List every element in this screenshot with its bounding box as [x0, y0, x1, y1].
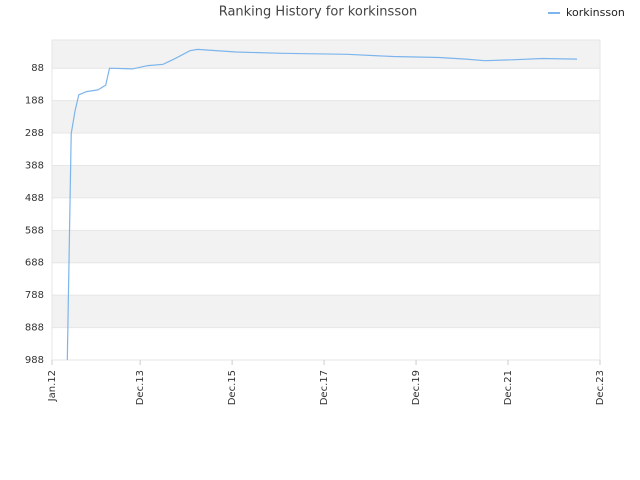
x-tick-label: Jan.12	[47, 370, 58, 402]
series-line	[66, 48, 578, 361]
y-tick-label: 888	[25, 323, 44, 334]
chart-title: Ranking History for korkinsson	[219, 5, 418, 20]
x-tick-label: Dec.19	[411, 370, 422, 405]
legend-label: korkinsson	[566, 6, 625, 19]
x-tick-label: Dec.17	[319, 370, 330, 405]
y-tick-label: 988	[25, 355, 44, 366]
x-tick-label: Dec.21	[503, 370, 514, 405]
plot-band	[52, 295, 600, 328]
y-tick-label: 488	[25, 193, 44, 204]
plot-band	[52, 230, 600, 263]
y-tick-label: 388	[25, 160, 44, 171]
y-tick-label: 588	[25, 225, 44, 236]
plot-band	[52, 165, 600, 198]
x-tick-label: Dec.13	[135, 370, 146, 405]
x-tick-label: Dec.15	[227, 370, 238, 405]
y-tick-label: 88	[31, 63, 44, 74]
plot-band	[52, 100, 600, 134]
y-tick-label: 688	[25, 258, 44, 269]
y-tick-label: 788	[25, 290, 44, 301]
x-tick-label: Dec.23	[595, 370, 606, 405]
y-tick-label: 288	[25, 128, 44, 139]
y-tick-label: 188	[25, 96, 44, 107]
